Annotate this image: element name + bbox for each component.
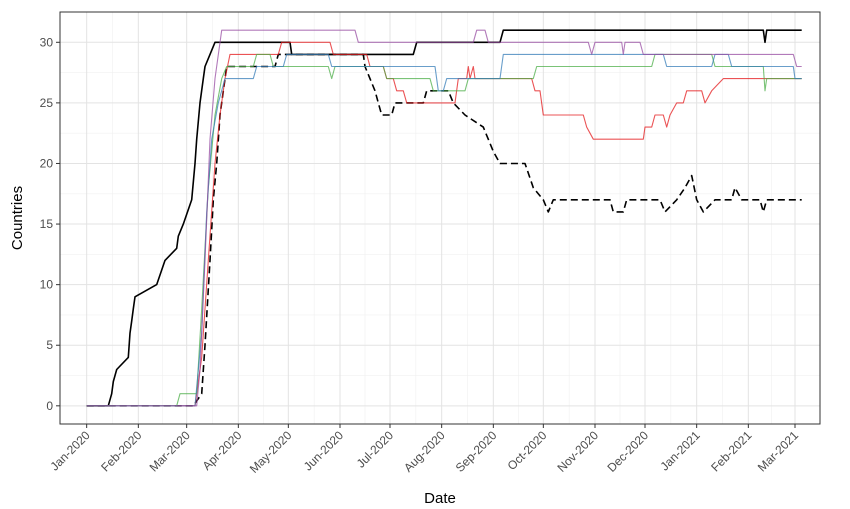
x-tick-label: Jan-2020: [48, 428, 94, 474]
plot-panel-border: [59, 11, 821, 425]
y-tick-label: 30: [40, 35, 54, 49]
x-tick-label: Mar-2020: [147, 428, 193, 474]
x-tick-label: Jun-2020: [301, 428, 347, 474]
x-tick-label: Nov-2020: [554, 428, 601, 475]
series-layer: [86, 29, 802, 407]
x-axis-title: Date: [424, 490, 456, 507]
y-tick-label: 25: [40, 96, 54, 110]
series-line-6: [86, 29, 802, 407]
x-tick-label: Feb-2020: [98, 428, 144, 474]
x-tick-label: Apr-2020: [200, 428, 245, 473]
y-tick-label: 20: [40, 156, 54, 170]
y-tick-label: 5: [46, 338, 53, 352]
x-tick-label: May-2020: [247, 428, 295, 476]
y-tick-label: 0: [46, 399, 53, 413]
plot-panel: [60, 12, 820, 424]
x-tick-label: Oct-2020: [505, 428, 550, 473]
x-tick-label: Mar-2021: [755, 428, 801, 474]
y-tick-label: 15: [40, 217, 54, 231]
grid: [60, 12, 820, 424]
y-axis-title: Countries: [9, 186, 26, 250]
x-tick-label: Jul-2020: [354, 428, 397, 471]
x-tick-label: Dec-2020: [604, 428, 651, 475]
x-tick-label: Sep-2020: [453, 428, 500, 475]
x-tick-label: Feb-2021: [708, 428, 754, 474]
x-tick-label: Aug-2020: [401, 428, 448, 475]
x-tick-label: Jan-2021: [658, 428, 704, 474]
y-tick-label: 10: [40, 278, 54, 292]
